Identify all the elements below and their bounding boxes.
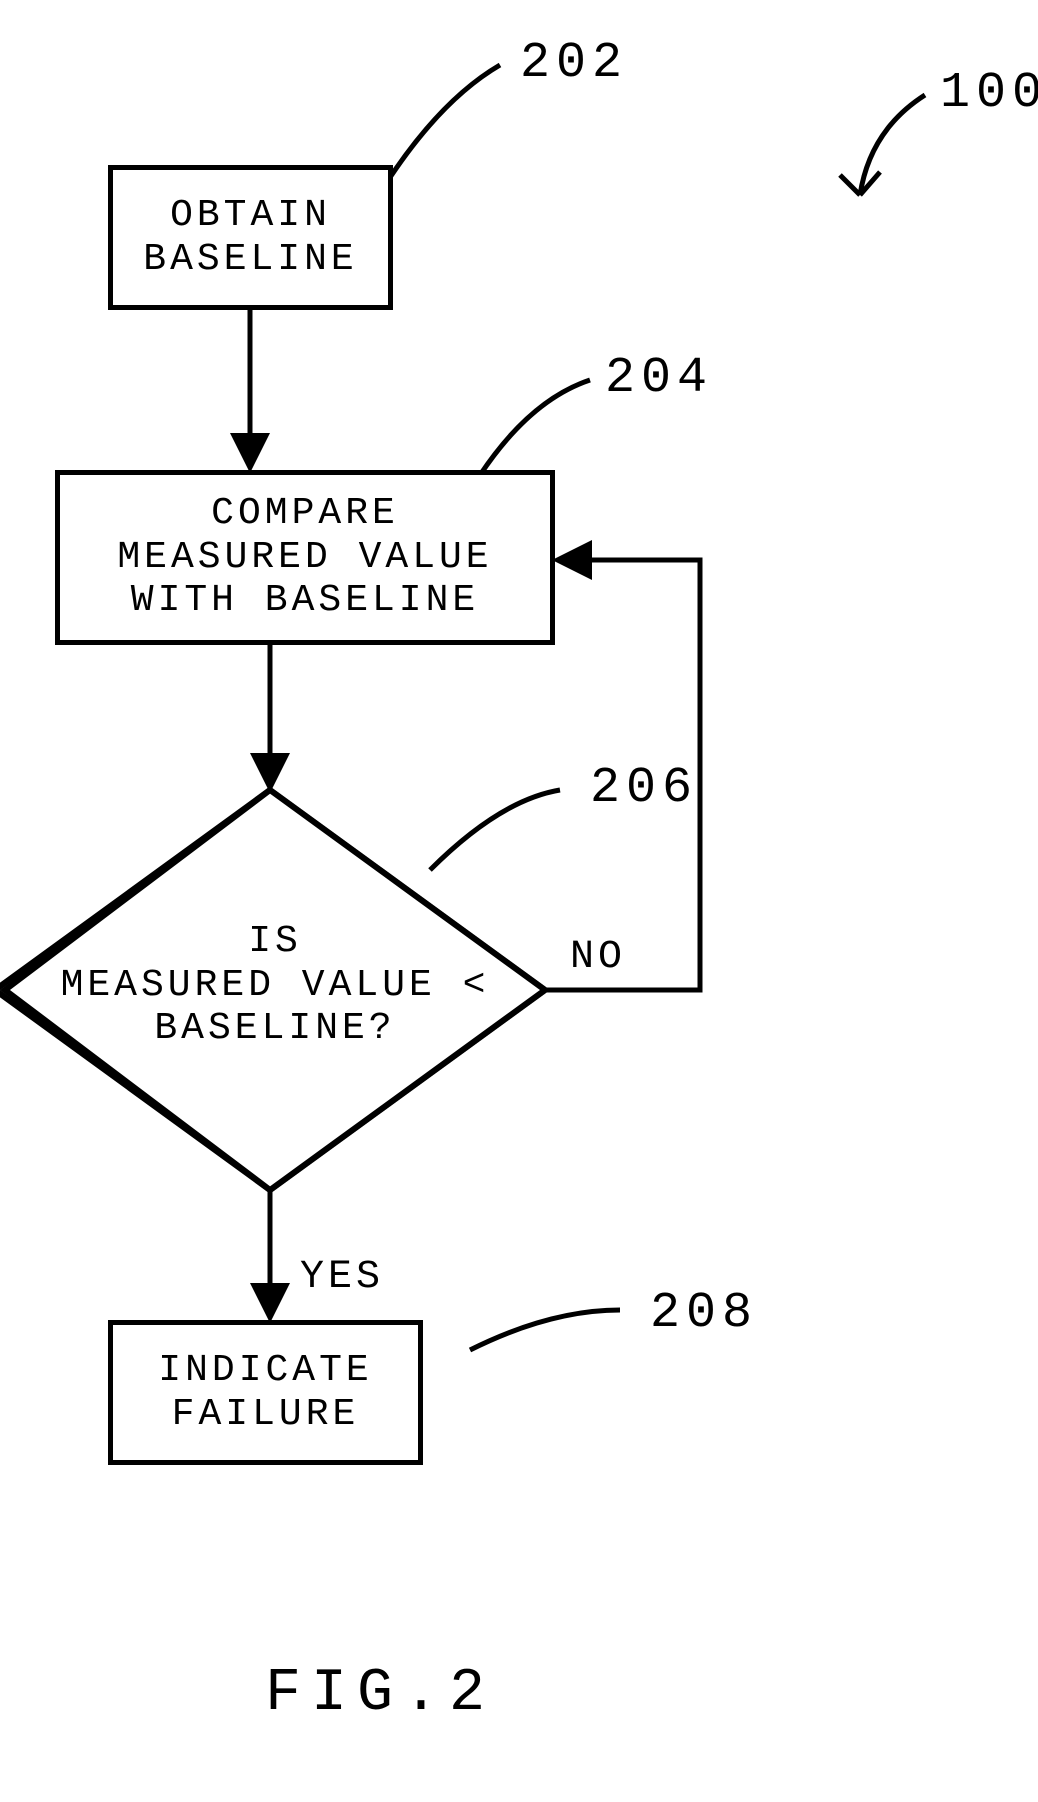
decision-text: IS MEASURED VALUE < BASELINE? — [40, 920, 510, 1051]
box-obtain-baseline: OBTAIN BASELINE — [108, 165, 393, 310]
box-obtain-text: OBTAIN BASELINE — [143, 194, 357, 281]
figure-label: FIG.2 — [265, 1660, 495, 1728]
branch-no: NO — [570, 935, 626, 980]
box-compare-text: COMPARE MEASURED VALUE WITH BASELINE — [117, 492, 492, 623]
ref-208: 208 — [650, 1285, 758, 1342]
ref-100: 100 — [940, 65, 1038, 122]
box-compare: COMPARE MEASURED VALUE WITH BASELINE — [55, 470, 555, 645]
box-indicate-text: INDICATE FAILURE — [158, 1349, 372, 1436]
box-indicate-failure: INDICATE FAILURE — [108, 1320, 423, 1465]
ref-204: 204 — [605, 350, 713, 407]
ref-206: 206 — [590, 760, 698, 817]
ref-202: 202 — [520, 35, 628, 92]
branch-yes: YES — [300, 1255, 384, 1300]
